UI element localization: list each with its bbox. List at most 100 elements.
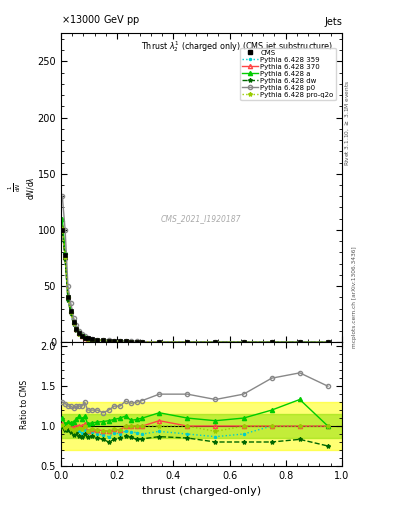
Pythia 6.428 359 bbox=[241, 339, 246, 345]
Pythia 6.428 dw bbox=[241, 339, 246, 345]
Pythia 6.428 p0 bbox=[90, 336, 94, 342]
Pythia 6.428 p0 bbox=[134, 338, 139, 345]
Pythia 6.428 dw bbox=[269, 339, 274, 345]
Pythia 6.428 359 bbox=[63, 255, 68, 261]
Pythia 6.428 359 bbox=[66, 295, 70, 302]
Pythia 6.428 370 bbox=[60, 224, 65, 230]
Pythia 6.428 p0 bbox=[129, 338, 134, 345]
Pythia 6.428 370 bbox=[157, 339, 162, 345]
CMS bbox=[134, 338, 139, 345]
Pythia 6.428 a bbox=[269, 339, 274, 345]
Bar bbox=[61, 414, 342, 438]
Pythia 6.428 370 bbox=[101, 337, 105, 344]
Pythia 6.428 dw bbox=[118, 338, 122, 345]
CMS bbox=[63, 251, 68, 258]
Pythia 6.428 dw bbox=[157, 339, 162, 345]
Pythia 6.428 pro-q2o bbox=[101, 337, 105, 344]
Pythia 6.428 370 bbox=[213, 339, 218, 345]
Pythia 6.428 p0 bbox=[107, 337, 111, 344]
Pythia 6.428 p0 bbox=[83, 333, 87, 339]
Pythia 6.428 359 bbox=[60, 227, 65, 233]
Pythia 6.428 dw bbox=[80, 333, 84, 339]
Pythia 6.428 p0 bbox=[95, 336, 100, 343]
Pythia 6.428 a bbox=[107, 337, 111, 344]
CMS bbox=[66, 294, 70, 301]
Pythia 6.428 359 bbox=[74, 327, 79, 333]
Pythia 6.428 370 bbox=[269, 339, 274, 345]
Pythia 6.428 370 bbox=[298, 339, 302, 346]
Pythia 6.428 370 bbox=[77, 330, 81, 336]
Pythia 6.428 pro-q2o bbox=[77, 330, 81, 336]
Pythia 6.428 359 bbox=[185, 339, 190, 345]
X-axis label: thrust (charged-only): thrust (charged-only) bbox=[142, 486, 261, 496]
Text: $\times$13000 GeV pp: $\times$13000 GeV pp bbox=[61, 13, 140, 27]
Pythia 6.428 pro-q2o bbox=[74, 326, 79, 332]
Pythia 6.428 359 bbox=[298, 339, 302, 346]
Pythia 6.428 dw bbox=[90, 337, 94, 343]
Pythia 6.428 370 bbox=[74, 326, 79, 332]
Pythia 6.428 a bbox=[101, 337, 105, 343]
Pythia 6.428 a bbox=[71, 318, 76, 324]
Pythia 6.428 p0 bbox=[241, 339, 246, 345]
Pythia 6.428 p0 bbox=[71, 314, 76, 321]
Pythia 6.428 p0 bbox=[123, 338, 128, 344]
CMS bbox=[74, 326, 79, 332]
Pythia 6.428 359 bbox=[325, 339, 330, 346]
Pythia 6.428 359 bbox=[129, 338, 134, 345]
Pythia 6.428 a bbox=[85, 335, 90, 342]
Pythia 6.428 p0 bbox=[60, 193, 65, 199]
Pythia 6.428 a bbox=[68, 307, 73, 313]
Pythia 6.428 dw bbox=[185, 339, 190, 345]
Pythia 6.428 370 bbox=[134, 338, 139, 345]
CMS bbox=[298, 339, 302, 346]
Pythia 6.428 pro-q2o bbox=[134, 338, 139, 345]
Pythia 6.428 dw bbox=[140, 339, 145, 345]
Pythia 6.428 a bbox=[90, 336, 94, 343]
Text: Thrust $\lambda_2^1$ (charged only) (CMS jet substructure): Thrust $\lambda_2^1$ (charged only) (CMS… bbox=[141, 39, 334, 54]
Pythia 6.428 p0 bbox=[101, 337, 105, 343]
Pythia 6.428 359 bbox=[80, 333, 84, 339]
Pythia 6.428 pro-q2o bbox=[85, 335, 90, 342]
CMS bbox=[71, 319, 76, 325]
Pythia 6.428 dw bbox=[95, 337, 100, 344]
Pythia 6.428 370 bbox=[71, 319, 76, 325]
Pythia 6.428 370 bbox=[123, 338, 128, 345]
Line: Pythia 6.428 dw: Pythia 6.428 dw bbox=[60, 229, 330, 345]
Pythia 6.428 a bbox=[74, 325, 79, 331]
Pythia 6.428 p0 bbox=[63, 227, 68, 233]
Pythia 6.428 a bbox=[123, 338, 128, 345]
Line: CMS: CMS bbox=[60, 227, 330, 345]
Pythia 6.428 370 bbox=[80, 332, 84, 338]
Line: Pythia 6.428 370: Pythia 6.428 370 bbox=[60, 224, 330, 345]
Pythia 6.428 370 bbox=[129, 338, 134, 345]
Pythia 6.428 dw bbox=[123, 338, 128, 345]
Pythia 6.428 p0 bbox=[80, 331, 84, 337]
Pythia 6.428 p0 bbox=[185, 339, 190, 345]
Pythia 6.428 p0 bbox=[213, 339, 218, 345]
Pythia 6.428 dw bbox=[112, 338, 117, 344]
Line: Pythia 6.428 pro-q2o: Pythia 6.428 pro-q2o bbox=[60, 227, 330, 345]
Pythia 6.428 370 bbox=[112, 338, 117, 344]
CMS bbox=[80, 332, 84, 338]
Pythia 6.428 p0 bbox=[140, 338, 145, 345]
Pythia 6.428 370 bbox=[140, 338, 145, 345]
Pythia 6.428 pro-q2o bbox=[241, 339, 246, 345]
Pythia 6.428 a bbox=[157, 339, 162, 345]
Pythia 6.428 359 bbox=[157, 339, 162, 345]
Pythia 6.428 370 bbox=[85, 335, 90, 342]
Pythia 6.428 p0 bbox=[77, 328, 81, 334]
Pythia 6.428 p0 bbox=[74, 323, 79, 329]
Pythia 6.428 pro-q2o bbox=[325, 339, 330, 346]
Pythia 6.428 dw bbox=[325, 339, 330, 346]
Pythia 6.428 pro-q2o bbox=[71, 320, 76, 326]
Pythia 6.428 p0 bbox=[157, 339, 162, 345]
Pythia 6.428 pro-q2o bbox=[107, 337, 111, 344]
Pythia 6.428 359 bbox=[123, 338, 128, 345]
Pythia 6.428 370 bbox=[241, 339, 246, 345]
Pythia 6.428 pro-q2o bbox=[112, 338, 117, 344]
Pythia 6.428 359 bbox=[134, 338, 139, 345]
CMS bbox=[241, 339, 246, 345]
Pythia 6.428 370 bbox=[83, 335, 87, 341]
Pythia 6.428 pro-q2o bbox=[129, 338, 134, 345]
CMS bbox=[269, 339, 274, 345]
